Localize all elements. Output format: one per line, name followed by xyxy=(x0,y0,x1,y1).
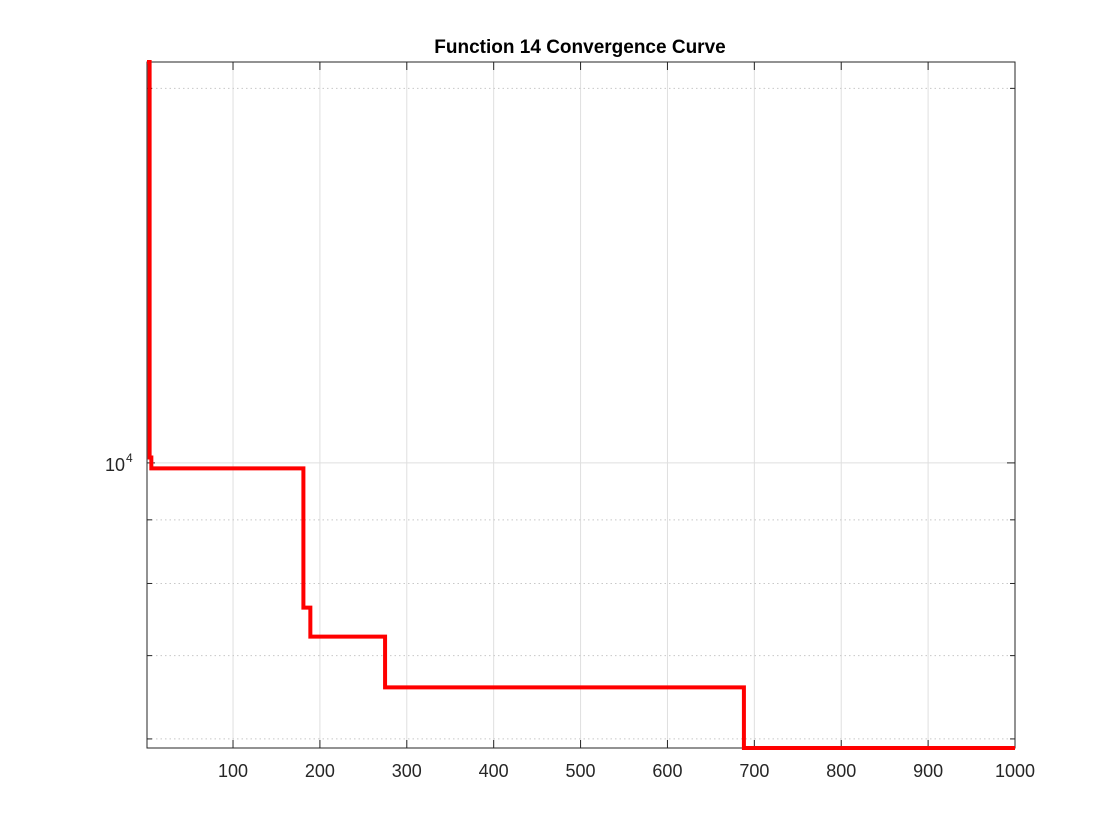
chart-title: Function 14 Convergence Curve xyxy=(434,37,725,58)
x-tick-label: 1000 xyxy=(995,761,1035,781)
x-tick-label: 600 xyxy=(652,761,682,781)
y-tick-label: 10 xyxy=(105,455,125,475)
x-tick-label: 800 xyxy=(826,761,856,781)
x-tick-label: 500 xyxy=(566,761,596,781)
x-tick-labels: 100 200 300 400 500 600 700 800 900 1000 xyxy=(218,761,1035,781)
x-tick-label: 100 xyxy=(218,761,248,781)
grid xyxy=(147,62,1016,748)
x-tick-label: 200 xyxy=(305,761,335,781)
y-tick-labels: 10 4 xyxy=(105,451,133,475)
series-group xyxy=(147,60,1015,750)
plot-frame xyxy=(146,61,1016,749)
x-tick-label: 400 xyxy=(479,761,509,781)
y-tick-label-exponent: 4 xyxy=(126,451,133,465)
series-line xyxy=(147,60,1015,750)
x-tick-label: 300 xyxy=(392,761,422,781)
x-tick-label: 900 xyxy=(913,761,943,781)
x-tick-label: 700 xyxy=(739,761,769,781)
